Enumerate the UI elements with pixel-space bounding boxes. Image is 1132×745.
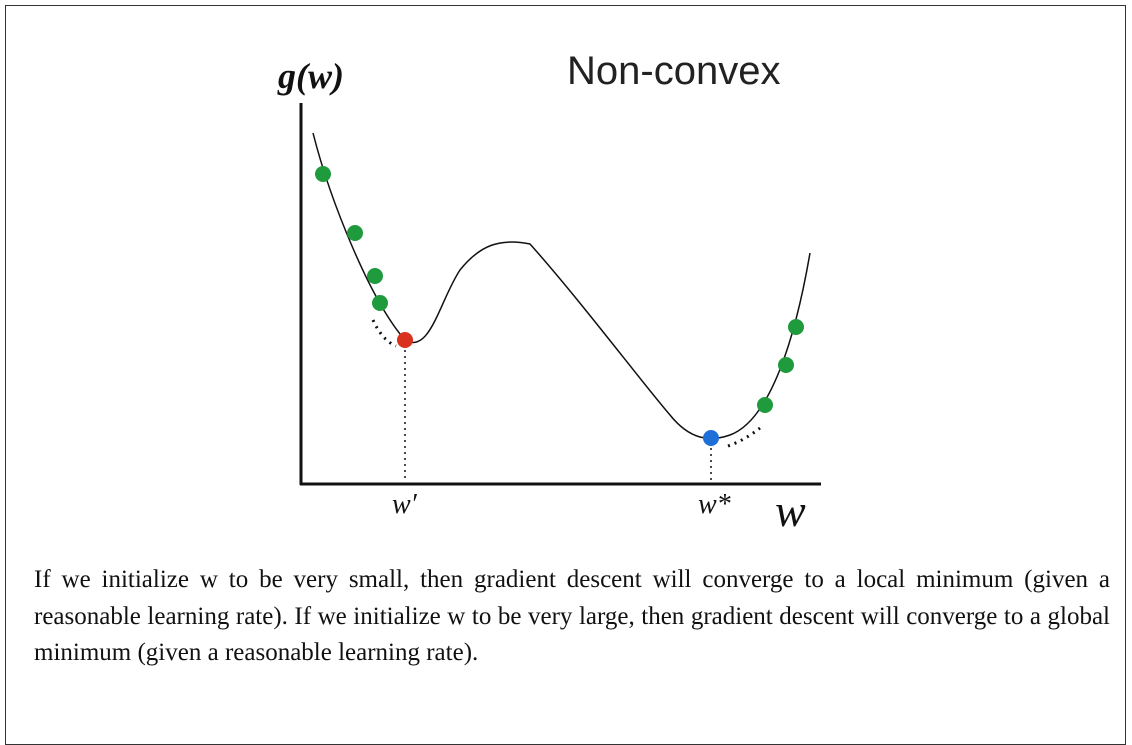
- dot: [367, 268, 383, 284]
- local-min-label: w′: [392, 489, 418, 520]
- dot: [788, 319, 804, 335]
- dot: [757, 397, 773, 413]
- diagram: g(w) Non-convex w′ w* w: [277, 49, 821, 536]
- x-axis-label: w: [775, 485, 806, 536]
- curve: [312, 132, 811, 440]
- global-min-dot: [703, 430, 719, 446]
- title: Non-convex: [567, 49, 780, 93]
- dot: [372, 295, 388, 311]
- dotted-arc: [727, 426, 761, 448]
- dot: [347, 225, 363, 241]
- green-dots: [315, 166, 804, 413]
- dot: [315, 166, 331, 182]
- local-min-dot: [397, 332, 413, 348]
- global-min-label: w*: [698, 489, 731, 520]
- caption: If we initialize w to be very small, the…: [34, 566, 1110, 666]
- dot: [778, 357, 794, 373]
- y-axis-label: g(w): [277, 56, 344, 96]
